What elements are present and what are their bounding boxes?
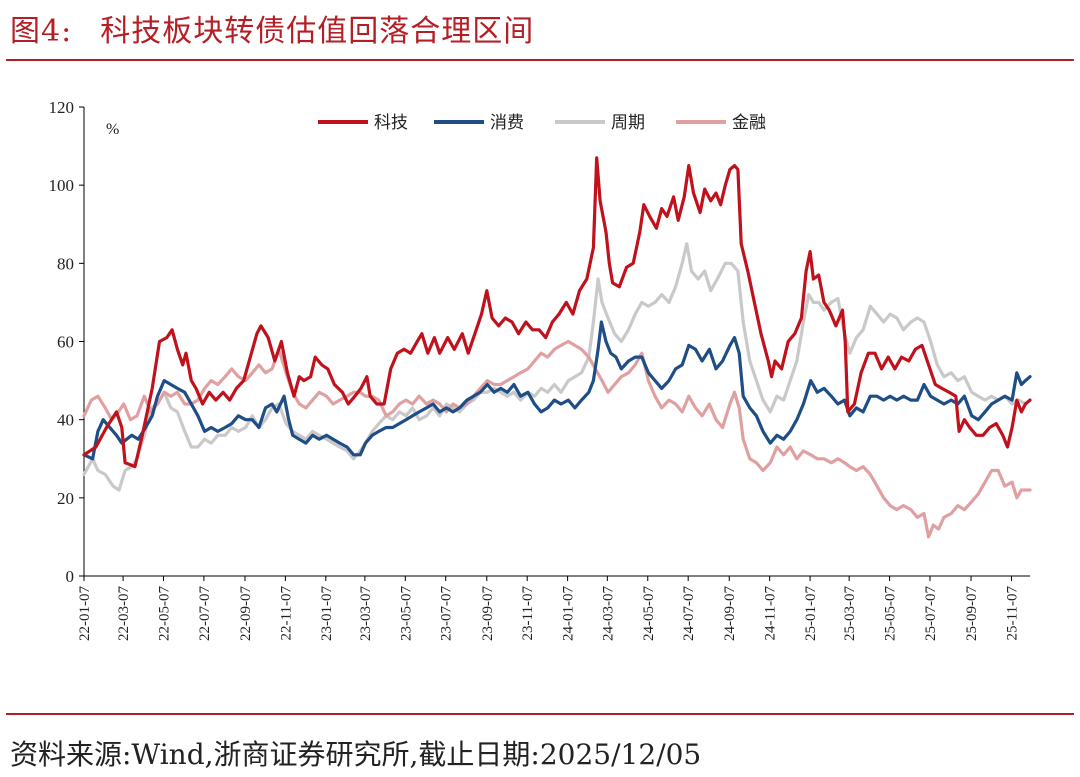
x-axis: 22-01-07 22-03-07 22-05-07 22-07-07 22-09-07… (77, 575, 1030, 641)
x-tick-label: 24-09-07 (722, 586, 738, 641)
x-tick-label: 22-07-07 (197, 586, 213, 641)
x-tick-label: 24-07-07 (681, 586, 697, 641)
x-tick-label: 24-11-07 (763, 586, 779, 641)
x-tick-label: 23-11-07 (520, 586, 536, 641)
x-tick-label: 24-01-07 (561, 586, 577, 641)
series-line-3 (82, 339, 1032, 539)
source-note: 资料来源:Wind,浙商证券研究所,截止日期:2025/12/05 (10, 738, 702, 771)
x-tick-label: 25-03-07 (842, 586, 858, 641)
figure-title-text: 科技板块转债估值回落合理区间 (100, 14, 535, 49)
legend-label: 周期 (611, 113, 645, 133)
y-tick-label: 0 (66, 567, 75, 586)
x-tick-label: 22-11-07 (278, 586, 294, 641)
series-line-1 (82, 320, 1032, 461)
series-line-0 (82, 156, 1032, 469)
figure-number: 图4: (10, 14, 73, 49)
legend-label: 金融 (732, 113, 766, 133)
series-line-2 (82, 242, 1032, 492)
y-tick-label: 40 (57, 411, 74, 430)
x-tick-label: 23-03-07 (358, 586, 374, 641)
top-divider (6, 59, 1074, 61)
bottom-divider (6, 713, 1074, 715)
y-tick-label: 60 (57, 333, 74, 352)
y-axis: 0 20 40 60 80 100 120 (49, 98, 85, 586)
x-tick-label: 24-05-07 (641, 586, 657, 641)
legend-label: 科技 (374, 113, 408, 133)
legend: 科技 消费 周期 金融 (318, 113, 766, 133)
x-tick-label: 24-03-07 (600, 586, 616, 641)
x-tick-label: 22-09-07 (238, 586, 254, 641)
x-tick-label: 25-09-07 (964, 586, 980, 641)
x-tick-label: 25-11-07 (1004, 586, 1020, 641)
x-tick-label: 22-03-07 (116, 586, 132, 641)
x-tick-label: 25-05-07 (883, 586, 899, 641)
y-tick-label: 120 (49, 98, 75, 117)
x-tick-label: 22-01-07 (77, 586, 93, 641)
x-tick-label: 23-05-07 (398, 586, 414, 641)
figure-title: 图4: 科技板块转债估值回落合理区间 (10, 6, 534, 50)
line-chart: 0 20 40 60 80 100 120 22-01-07 22-03-07 22-05-07… (49, 98, 1032, 641)
y-tick-label: 80 (57, 254, 74, 273)
series-group (82, 156, 1032, 539)
y-tick-label: 100 (49, 176, 75, 195)
x-tick-label: 23-09-07 (480, 586, 496, 641)
x-tick-label: 23-07-07 (439, 586, 455, 641)
x-tick-label: 23-01-07 (319, 586, 335, 641)
y-unit-label: % (106, 121, 119, 138)
legend-label: 消费 (490, 113, 524, 133)
x-tick-label: 25-07-07 (923, 586, 939, 641)
x-tick-label: 22-05-07 (156, 586, 172, 641)
x-tick-label: 25-01-07 (803, 586, 819, 641)
y-tick-label: 20 (57, 489, 74, 508)
